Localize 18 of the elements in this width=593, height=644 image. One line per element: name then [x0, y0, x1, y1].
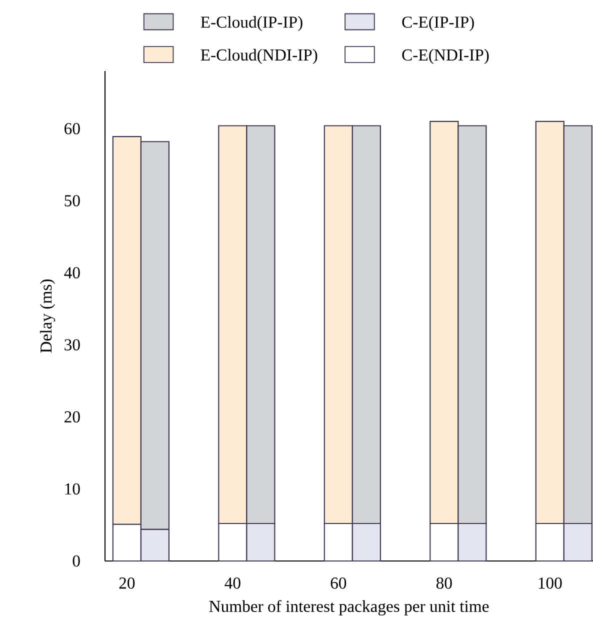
x-tick-label: 20 [119, 577, 135, 589]
y-tick-label: 40 [64, 267, 80, 278]
legend-label: C-E(NDI-IP) [402, 48, 489, 64]
y-tick-label: 10 [65, 483, 80, 495]
x-tick-label: 80 [436, 577, 452, 589]
x-tick-label: 40 [224, 577, 240, 589]
legend-label: E-Cloud(IP-IP) [200, 16, 302, 32]
y-axis-title: Delay (ms) [40, 280, 56, 353]
legend-label: E-Cloud(NDI-IP) [200, 48, 318, 64]
y-tick-label: 50 [64, 195, 80, 206]
y-tick-label: 0 [72, 555, 80, 567]
legend-label: C-E(IP-IP) [402, 16, 474, 32]
x-axis-title: Number of interest packages per unit time [209, 600, 489, 616]
y-tick-label: 20 [64, 411, 80, 423]
y-tick-label: 30 [64, 339, 80, 350]
y-tick-label: 60 [64, 123, 80, 134]
x-tick-label: 100 [538, 577, 562, 589]
x-tick-label: 60 [330, 577, 346, 589]
